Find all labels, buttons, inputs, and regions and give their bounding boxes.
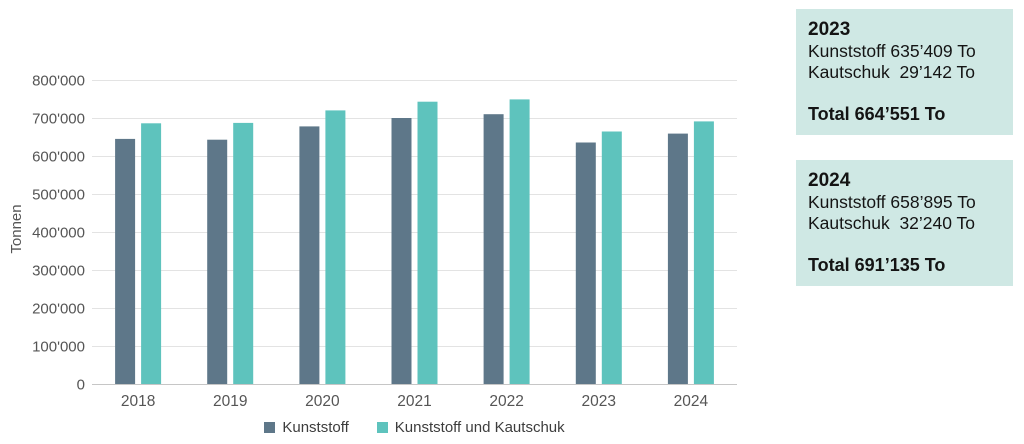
x-axis-label-2022: 2022 xyxy=(489,393,523,410)
x-axis-label-2020: 2020 xyxy=(305,393,340,410)
bar-kunststoff-und-kautschuk-2019 xyxy=(233,122,254,385)
y-tick-label: 200'000 xyxy=(32,301,85,318)
y-tick-label: 500'000 xyxy=(32,187,85,204)
bar-kunststoff-und-kautschuk-2018 xyxy=(141,123,162,385)
x-axis-label-2024: 2024 xyxy=(674,393,709,410)
info-box-kunststoff-line: Kunststoff 658’895 To xyxy=(808,192,976,212)
legend-label-kunststoff: Kunststoff xyxy=(282,418,349,436)
x-axis-label-2018: 2018 xyxy=(121,393,155,410)
bar-kunststoff-2022 xyxy=(483,114,504,384)
legend-swatch-kunststoff xyxy=(264,421,276,433)
chart-legend: Kunststoff Kunststoff und Kautschuk xyxy=(92,416,737,438)
bar-kunststoff-und-kautschuk-2022 xyxy=(509,99,530,385)
info-box-year: 2024 xyxy=(808,170,851,191)
bar-kunststoff-und-kautschuk-2020 xyxy=(325,110,346,385)
y-tick-label: 100'000 xyxy=(32,339,85,356)
bar-kunststoff-2021 xyxy=(391,118,412,384)
bar-kunststoff-2020 xyxy=(299,126,320,385)
bar-kunststoff-2023 xyxy=(575,142,596,384)
bar-kunststoff-2024 xyxy=(667,133,688,384)
bar-kunststoff-2018 xyxy=(115,138,136,384)
info-box-total: Total 664’551 To xyxy=(808,104,946,124)
info-box-kautschuk-line: Kautschuk 32’240 To xyxy=(808,213,976,233)
y-tick-label: 800'000 xyxy=(32,73,85,90)
info-box-year: 2023 xyxy=(808,19,851,40)
x-axis-label-2023: 2023 xyxy=(582,393,616,410)
info-box-kautschuk-line: Kautschuk 29’142 To xyxy=(808,62,976,82)
legend-item-kunststoff-und-kautschuk: Kunststoff und Kautschuk xyxy=(376,418,565,436)
y-tick-label: 600'000 xyxy=(32,149,85,166)
info-box-2023: 2023 Kunststoff 635’409 To Kautschuk 29’… xyxy=(796,9,1013,135)
info-box-total: Total 691’135 To xyxy=(808,255,946,275)
bar-kunststoff-und-kautschuk-2021 xyxy=(417,101,438,384)
legend-swatch-kunststoff-und-kautschuk xyxy=(376,421,388,433)
y-tick-label: 0 xyxy=(77,377,85,394)
y-tick-label: 700'000 xyxy=(32,111,85,128)
x-axis-label-2019: 2019 xyxy=(213,393,247,410)
x-axis-label-2021: 2021 xyxy=(397,393,431,410)
bar-kunststoff-2019 xyxy=(207,139,228,384)
info-box-kunststoff-line: Kunststoff 635’409 To xyxy=(808,41,976,61)
legend-item-kunststoff: Kunststoff xyxy=(264,418,349,436)
y-tick-label: 300'000 xyxy=(32,263,85,280)
bar-kunststoff-und-kautschuk-2023 xyxy=(601,131,622,384)
bar-kunststoff-und-kautschuk-2024 xyxy=(693,121,714,385)
legend-label-kunststoff-und-kautschuk: Kunststoff und Kautschuk xyxy=(394,418,565,436)
bar-chart-plot-area: 0 100'000 200'000 300'000 400'000 500'000 600'… xyxy=(32,73,737,410)
info-box-2024: 2024 Kunststoff 658’895 To Kautschuk 32’… xyxy=(796,160,1013,286)
y-tick-label: 400'000 xyxy=(32,225,85,242)
